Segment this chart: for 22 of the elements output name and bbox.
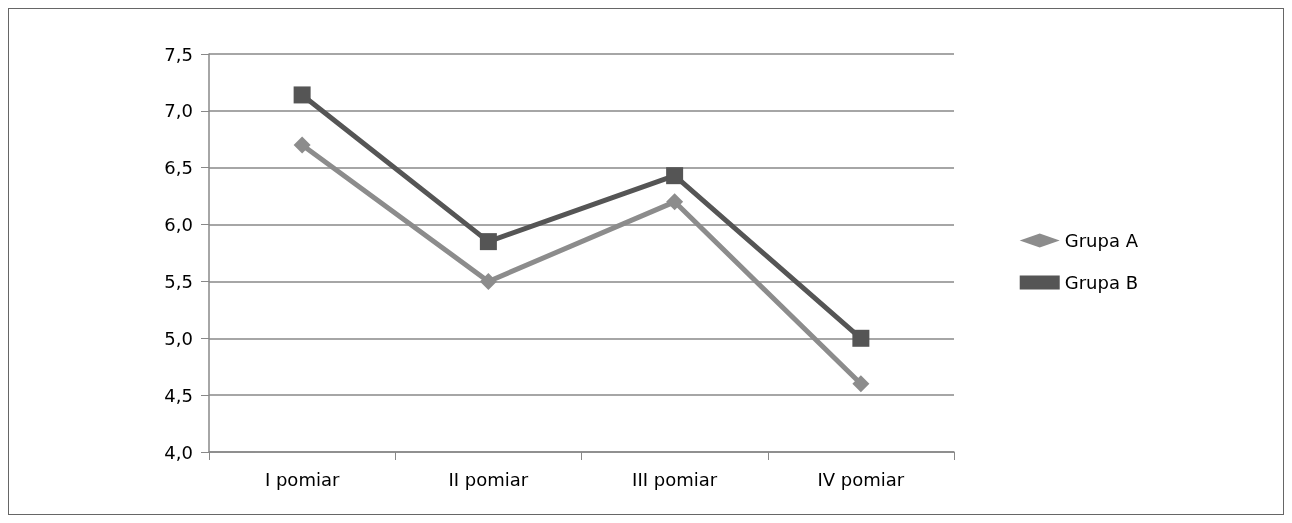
x-tick-label: III pomiar xyxy=(632,468,718,490)
x-tick-label: I pomiar xyxy=(264,468,340,490)
point xyxy=(852,375,870,393)
point xyxy=(479,272,497,290)
y-tick-label: 4,5 xyxy=(164,384,193,406)
y-tick-label: 4,0 xyxy=(164,441,193,463)
point xyxy=(666,193,684,211)
point xyxy=(479,233,497,251)
legend-label: Grupa A xyxy=(1064,230,1139,251)
point xyxy=(666,167,684,185)
legend-label: Grupa B xyxy=(1064,272,1139,293)
y-tick-label: 6,5 xyxy=(164,157,193,179)
x-tick-label: IV pomiar xyxy=(817,468,905,490)
y-tick-label: 7,5 xyxy=(164,43,193,65)
y-tick-label: 6,0 xyxy=(164,214,193,236)
point xyxy=(293,136,311,154)
x-tick-label: II pomiar xyxy=(448,468,529,490)
y-tick-label: 7,0 xyxy=(164,100,193,122)
point xyxy=(852,329,870,347)
y-tick-label: 5,0 xyxy=(164,327,193,349)
point xyxy=(293,86,311,104)
y-tick-label: 5,5 xyxy=(164,270,193,292)
